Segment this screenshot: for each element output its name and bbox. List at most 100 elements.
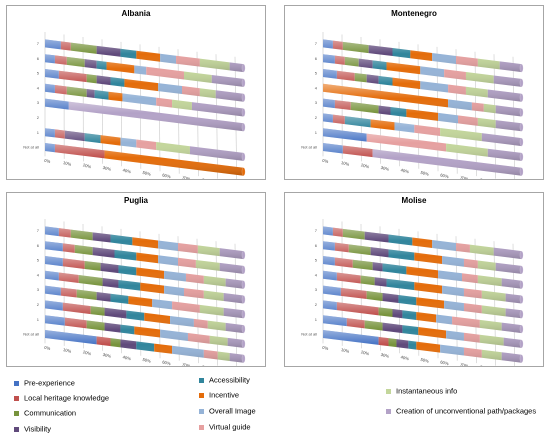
row-label: 4: [315, 272, 318, 277]
x-tick-label: 30%: [102, 165, 112, 172]
x-tick-label: 60%: [162, 359, 172, 366]
gridline: [139, 44, 142, 169]
chart-plot: 7 6 5 4 3 2 1 Not at all 0% 10% 20% 30% 40% 50% 60% 70%…: [301, 219, 524, 366]
legend-label: Virtual guide: [209, 422, 251, 432]
chart-panel-albania: Albania 7 6 5 4 3 2 1 Not at all 0% 10% 20% 30% 40% 5…: [6, 5, 266, 180]
bar-cap: [519, 137, 524, 147]
bar-cap: [519, 295, 524, 304]
gridline: [474, 51, 477, 177]
legend-label: Accessibility: [209, 375, 250, 385]
legend-label: Pre-experience: [24, 378, 75, 388]
row-label: Not at all: [301, 332, 317, 337]
gridline: [493, 54, 496, 179]
x-tick-label: 10%: [341, 160, 351, 167]
bar-shading: [45, 270, 244, 304]
legend-entry: Accessibility: [199, 375, 250, 385]
bar-cap: [519, 108, 524, 117]
gridline: [398, 41, 400, 167]
chart-panel-puglia: Puglia 7 6 5 4 3 2 1 Not at all 0% 10% 20% 30% 40% 50…: [6, 192, 266, 367]
x-tick-label: 80%: [480, 177, 490, 179]
gridline: [215, 241, 218, 366]
x-tick-label: 10%: [63, 347, 73, 354]
row-label: Not at all: [23, 332, 39, 337]
bar-cap: [241, 250, 246, 260]
bar-cap: [519, 324, 524, 334]
bar-shading: [45, 39, 244, 73]
gridline: [436, 46, 439, 172]
bar-cap: [519, 123, 524, 132]
x-tick-label: 20%: [82, 162, 92, 169]
x-tick-label: 30%: [102, 352, 112, 359]
x-tick-label: 10%: [341, 347, 351, 354]
x-tick-label: 80%: [202, 364, 212, 366]
row-label: 5: [37, 71, 40, 76]
gridline: [455, 49, 458, 174]
row-label: 7: [315, 41, 318, 46]
bar-shading: [323, 300, 522, 334]
row-label: 3: [315, 287, 318, 292]
legend-swatch: [14, 426, 19, 432]
chart-plot: 7 6 5 4 3 2 1 Not at all 0% 10% 20% 30% 40% 50% 60% 70%…: [23, 219, 246, 366]
gridline: [158, 233, 161, 359]
row-label: 3: [315, 100, 318, 105]
bar-shading: [323, 39, 522, 73]
legend-entry: Instantaneous info: [386, 386, 457, 396]
bar-shading: [323, 270, 522, 304]
bar-shading: [323, 330, 522, 363]
bar-cap: [519, 93, 524, 102]
legend-entry: Communication: [14, 408, 76, 418]
chart-title: Montenegro: [391, 9, 437, 18]
row-label: 1: [315, 130, 318, 135]
row-label: Not at all: [301, 145, 317, 150]
bar-cap: [241, 310, 246, 319]
x-tick-label: 40%: [122, 167, 132, 174]
row-label: 6: [315, 243, 318, 248]
bar-shading: [323, 128, 522, 161]
gridline: [177, 236, 180, 361]
bar-cap: [519, 250, 524, 260]
x-tick-label: 40%: [400, 167, 410, 174]
legend-entry: Overall Image: [199, 406, 256, 416]
gridline: [512, 56, 515, 179]
legend: Pre-experience Accessibility Local herit…: [0, 372, 550, 438]
bar-shading: [323, 241, 522, 274]
bar-shading: [45, 256, 244, 289]
row-label: 7: [37, 41, 40, 46]
row-label: 2: [315, 115, 318, 120]
legend-swatch: [199, 424, 204, 430]
bar-cap: [241, 78, 246, 88]
legend-entry: Creation of unconventional path/packages: [386, 406, 536, 416]
row-label: 1: [37, 130, 40, 135]
row-label: Not at all: [23, 145, 39, 150]
x-tick-label: 40%: [400, 354, 410, 361]
legend-swatch: [14, 395, 19, 401]
gridline: [215, 54, 218, 179]
gridline: [417, 44, 420, 169]
bar-cap: [519, 152, 524, 162]
bar-shading: [323, 98, 522, 132]
x-tick-label: 50%: [142, 170, 152, 177]
gridline: [158, 46, 161, 172]
bar-cap: [241, 167, 246, 176]
bar-cap: [519, 310, 524, 319]
bar-shading: [323, 256, 522, 289]
legend-label: Local heritage knowledge: [24, 393, 110, 403]
bar-shading: [45, 330, 244, 363]
bar-cap: [241, 108, 246, 117]
chart-title: Molise: [401, 196, 427, 205]
bar-cap: [241, 280, 246, 289]
bar-cap: [241, 93, 246, 102]
legend-label: Visibility: [24, 424, 51, 434]
bar-shading: [45, 98, 244, 132]
bar-shading: [45, 241, 244, 274]
gridline: [120, 41, 122, 167]
x-tick-label: 80%: [202, 177, 212, 179]
legend-swatch: [199, 392, 204, 398]
bar-cap: [241, 265, 246, 275]
bar-cap: [519, 167, 524, 176]
x-tick-label: 70%: [182, 175, 192, 179]
x-tick-label: 80%: [480, 364, 490, 366]
bar-shading: [45, 143, 244, 176]
x-tick-label: 40%: [122, 354, 132, 361]
gridline: [177, 49, 180, 174]
